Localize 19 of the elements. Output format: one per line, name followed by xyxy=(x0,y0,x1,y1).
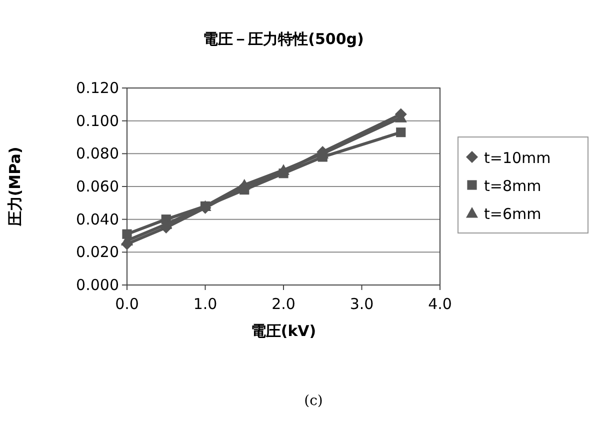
legend-label: t=6mm xyxy=(484,205,542,223)
y-tick-label: 0.020 xyxy=(76,243,119,262)
x-axis-title: 電圧(kV) xyxy=(250,322,316,340)
y-axis-title: 圧力(MPa) xyxy=(6,146,24,228)
chart-title: 電圧－圧力特性(500g) xyxy=(203,30,364,48)
y-tick-label: 0.120 xyxy=(76,79,119,97)
y-tick-label: 0.040 xyxy=(76,210,119,228)
x-tick-label: 0.0 xyxy=(115,295,139,313)
legend-label: t=10mm xyxy=(484,149,551,167)
x-tick-label: 3.0 xyxy=(350,295,374,313)
y-tick-label: 0.100 xyxy=(76,112,119,130)
text: (c) xyxy=(304,393,323,409)
y-tick-label: 0.060 xyxy=(76,178,119,196)
x-tick-label: 4.0 xyxy=(428,295,452,313)
x-tick-label: 1.0 xyxy=(193,295,218,313)
y-tick-label: 0.000 xyxy=(76,276,119,294)
legend-label: t=8mm xyxy=(484,177,542,195)
y-tick-label: 0.080 xyxy=(76,144,119,163)
x-tick-label: 2.0 xyxy=(272,295,296,313)
